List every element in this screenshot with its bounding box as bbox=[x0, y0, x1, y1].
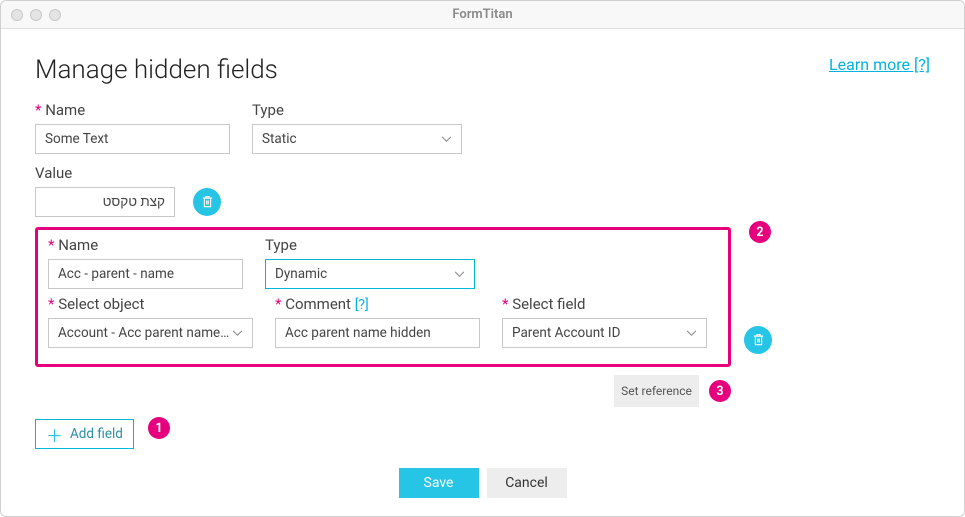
field1-value: Value bbox=[35, 164, 221, 217]
save-button[interactable]: Save bbox=[399, 468, 479, 498]
page-title: Manage hidden fields bbox=[35, 55, 278, 85]
dialog-footer: Save Cancel bbox=[1, 468, 964, 498]
chevron-down-icon bbox=[441, 132, 452, 146]
callout-3: 3 bbox=[709, 380, 731, 402]
field2-comment-input[interactable] bbox=[275, 318, 480, 348]
add-field-button[interactable]: ＋ Add field bbox=[35, 419, 134, 449]
field2-comment-label: Comment [?] bbox=[275, 295, 480, 313]
app-window: FormTitan Manage hidden fields Learn mor… bbox=[0, 0, 965, 517]
help-icon[interactable]: [?] bbox=[355, 297, 369, 313]
maximize-window-icon[interactable] bbox=[49, 9, 61, 21]
cancel-button[interactable]: Cancel bbox=[487, 468, 567, 498]
field2-row1: Name Type Dynamic bbox=[48, 236, 718, 289]
callout-1: 1 bbox=[148, 417, 170, 439]
content-area: Manage hidden fields Learn more [?] Name… bbox=[1, 29, 964, 465]
close-window-icon[interactable] bbox=[11, 9, 23, 21]
field1-value-input[interactable] bbox=[35, 187, 175, 217]
set-reference-label: Set reference bbox=[621, 384, 692, 398]
set-reference-button[interactable]: Set reference bbox=[614, 375, 699, 407]
field1-row1: Name Type Static bbox=[35, 101, 930, 154]
chevron-down-icon bbox=[454, 267, 465, 281]
field2-select-field-value: Parent Account ID bbox=[512, 325, 620, 341]
trash-icon bbox=[752, 333, 765, 347]
field1-name: Name bbox=[35, 101, 230, 154]
chevron-down-icon bbox=[686, 326, 697, 340]
field1-value-label: Value bbox=[35, 164, 221, 182]
field2-name: Name bbox=[48, 236, 243, 289]
field2-select-field-label: Select field bbox=[502, 295, 707, 313]
field2-name-input[interactable] bbox=[48, 259, 243, 289]
minimize-window-icon[interactable] bbox=[30, 9, 42, 21]
window-title: FormTitan bbox=[1, 7, 964, 22]
plus-icon: ＋ bbox=[46, 422, 63, 447]
trash-icon bbox=[201, 195, 214, 209]
field1-type: Type Static bbox=[252, 101, 462, 154]
callout-2: 2 bbox=[749, 221, 771, 243]
cancel-label: Cancel bbox=[505, 475, 548, 491]
chevron-down-icon bbox=[232, 326, 243, 340]
field2-type-select[interactable]: Dynamic bbox=[265, 259, 475, 289]
delete-field1-button[interactable] bbox=[193, 188, 221, 216]
field1-type-value: Static bbox=[262, 131, 297, 147]
field2-select-object-value: Account - Acc parent name… bbox=[58, 325, 229, 341]
learn-more-link[interactable]: Learn more [?] bbox=[829, 55, 930, 74]
field2-type-value: Dynamic bbox=[275, 266, 327, 282]
field2-type: Type Dynamic bbox=[265, 236, 475, 289]
header-row: Manage hidden fields Learn more [?] bbox=[35, 55, 930, 85]
field2-name-label: Name bbox=[48, 236, 243, 254]
save-label: Save bbox=[424, 475, 454, 491]
field2-select-object: Select object Account - Acc parent name… bbox=[48, 295, 253, 348]
add-field-label: Add field bbox=[70, 426, 123, 442]
field2-select-field-dropdown[interactable]: Parent Account ID bbox=[502, 318, 707, 348]
field1-name-label: Name bbox=[35, 101, 230, 119]
field2-highlight: Name Type Dynamic bbox=[35, 227, 731, 367]
field1-type-select[interactable]: Static bbox=[252, 124, 462, 154]
field2-comment: Comment [?] bbox=[275, 295, 480, 348]
delete-field2-button[interactable] bbox=[744, 326, 772, 354]
field2-row2: Select object Account - Acc parent name…… bbox=[48, 295, 718, 348]
field2-select-object-dropdown[interactable]: Account - Acc parent name… bbox=[48, 318, 253, 348]
set-reference-row: Set reference 3 bbox=[35, 375, 731, 407]
traffic-lights bbox=[11, 9, 61, 21]
field1-type-label: Type bbox=[252, 101, 462, 119]
field1-name-input[interactable] bbox=[35, 124, 230, 154]
field2-type-label: Type bbox=[265, 236, 475, 254]
field1-row2: Value bbox=[35, 164, 930, 217]
field2-comment-label-text: Comment bbox=[285, 295, 351, 313]
titlebar: FormTitan bbox=[1, 1, 964, 29]
field2-select-field: Select field Parent Account ID bbox=[502, 295, 707, 348]
field2-select-object-label: Select object bbox=[48, 295, 253, 313]
